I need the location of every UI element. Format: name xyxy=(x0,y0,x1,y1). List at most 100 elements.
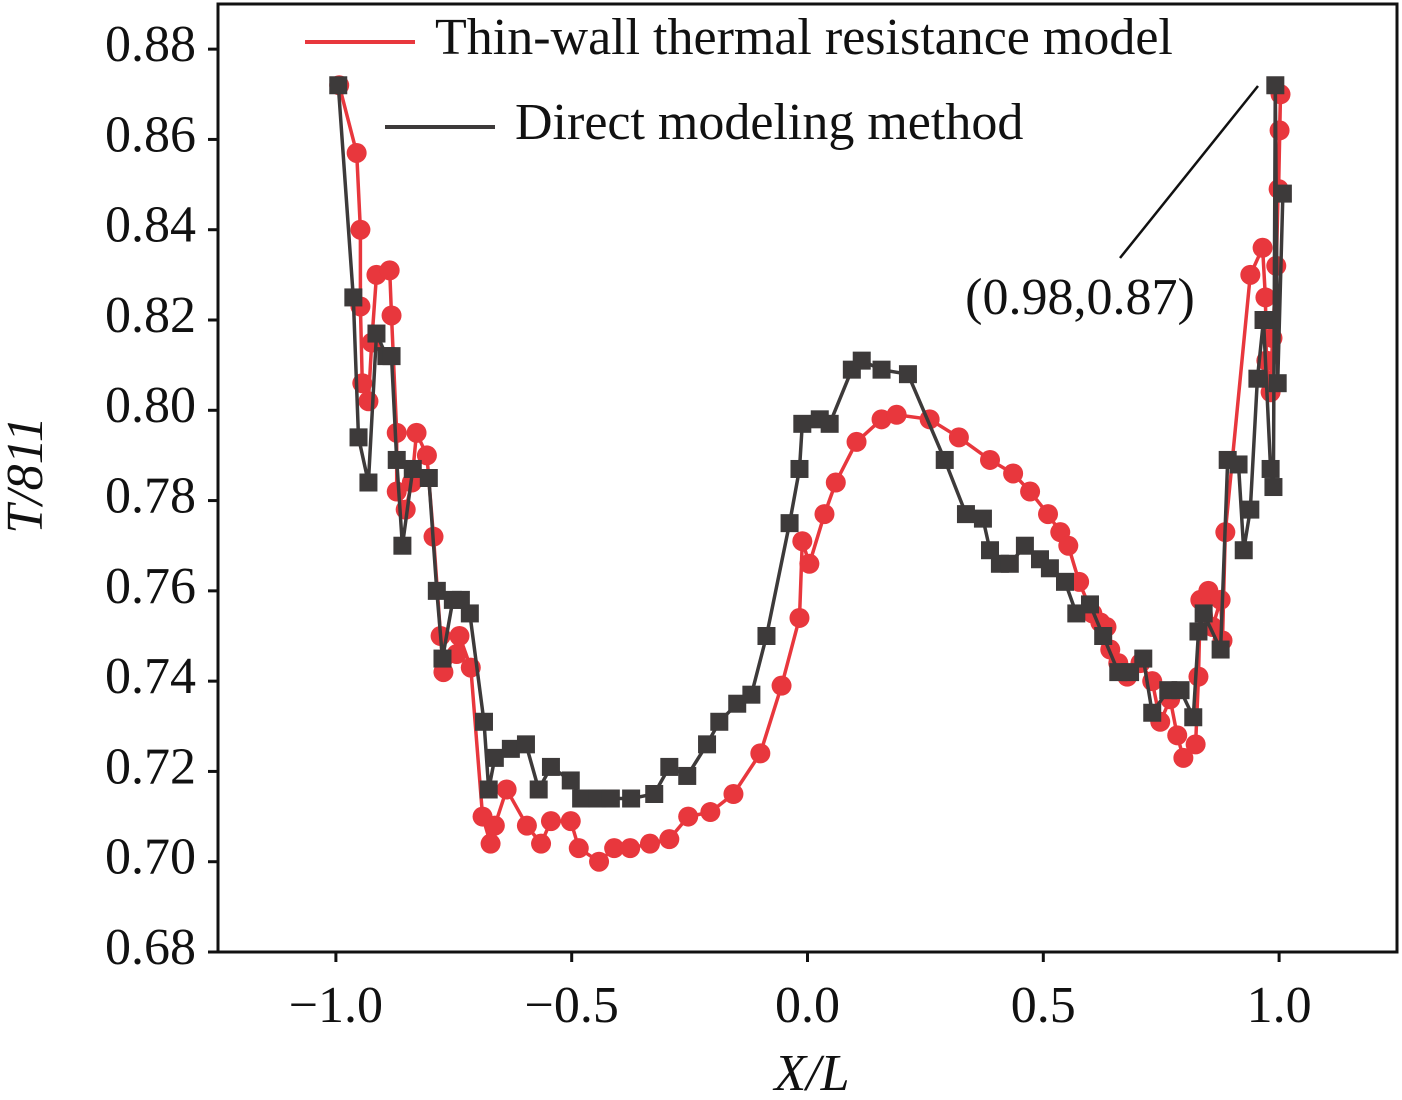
point xyxy=(1015,536,1034,555)
point xyxy=(1067,604,1086,623)
point xyxy=(449,626,470,646)
point xyxy=(771,675,792,696)
point xyxy=(568,838,589,859)
point xyxy=(1254,311,1273,329)
point xyxy=(898,365,917,384)
point xyxy=(427,581,446,600)
point xyxy=(1038,504,1059,525)
point xyxy=(1194,604,1213,623)
point xyxy=(1273,184,1292,203)
point xyxy=(367,324,386,343)
point xyxy=(474,712,493,731)
point xyxy=(1269,120,1290,141)
point xyxy=(871,409,892,430)
point xyxy=(981,541,1000,560)
point xyxy=(1167,725,1188,746)
point xyxy=(501,739,520,758)
point xyxy=(516,735,535,754)
point xyxy=(948,427,969,448)
point xyxy=(886,404,907,425)
point xyxy=(742,685,761,704)
point xyxy=(516,815,537,836)
point xyxy=(793,414,812,433)
point xyxy=(416,445,437,466)
x-axis-label: X/L xyxy=(772,1045,849,1100)
point xyxy=(1211,640,1230,659)
point xyxy=(349,428,368,447)
point xyxy=(956,505,975,524)
y-tick-label: 0.68 xyxy=(105,919,196,976)
point xyxy=(757,627,776,645)
point xyxy=(588,789,607,808)
point xyxy=(1171,681,1190,700)
point xyxy=(1173,747,1194,768)
point xyxy=(1241,500,1260,519)
point xyxy=(723,784,744,804)
y-tick-label: 0.86 xyxy=(105,106,196,163)
point xyxy=(381,305,402,326)
point xyxy=(639,833,660,854)
x-tick-label: −1.0 xyxy=(289,977,383,1034)
point xyxy=(1185,734,1206,755)
point xyxy=(792,531,813,552)
point xyxy=(446,644,467,665)
point xyxy=(1240,264,1261,285)
point xyxy=(852,351,871,370)
point xyxy=(1210,589,1231,610)
point xyxy=(790,459,809,478)
series-line xyxy=(337,84,1283,864)
point xyxy=(358,391,379,412)
point xyxy=(789,607,810,628)
point xyxy=(1055,572,1074,591)
y-axis-label: T/811 xyxy=(0,416,54,534)
point xyxy=(1094,627,1113,645)
point xyxy=(935,450,954,469)
point xyxy=(480,833,501,854)
point xyxy=(485,748,504,767)
point xyxy=(344,288,363,307)
point xyxy=(698,735,717,754)
point xyxy=(589,851,610,872)
point xyxy=(359,473,378,492)
x-tick-label: 1.0 xyxy=(1247,977,1312,1034)
point xyxy=(1266,76,1285,95)
y-tick-label: 0.70 xyxy=(105,829,196,886)
annotation-leader xyxy=(1119,85,1259,259)
point xyxy=(529,780,548,799)
point xyxy=(700,802,721,823)
legend-label: Direct modeling method xyxy=(515,94,1023,151)
point xyxy=(387,450,406,469)
point xyxy=(561,771,580,790)
point xyxy=(433,649,452,668)
point xyxy=(1184,708,1203,727)
point xyxy=(622,789,641,808)
point xyxy=(750,743,771,764)
point xyxy=(403,459,422,478)
point xyxy=(1003,463,1024,484)
point xyxy=(386,481,407,502)
y-tick-label: 0.82 xyxy=(105,287,196,344)
point xyxy=(825,472,846,493)
point xyxy=(540,811,561,832)
point xyxy=(620,838,641,859)
point xyxy=(484,815,505,836)
series-line xyxy=(336,85,1285,801)
point xyxy=(1252,237,1273,258)
point xyxy=(382,347,401,366)
point xyxy=(406,422,427,443)
point xyxy=(346,142,367,163)
point xyxy=(393,536,412,555)
point xyxy=(350,219,371,240)
point xyxy=(604,838,625,859)
y-tick-label: 0.84 xyxy=(105,197,196,254)
point xyxy=(1188,666,1209,687)
point xyxy=(1069,571,1090,592)
point xyxy=(419,469,438,487)
point xyxy=(560,811,581,832)
point xyxy=(1134,649,1153,668)
point xyxy=(379,260,400,281)
point xyxy=(601,789,620,808)
point xyxy=(780,514,799,533)
legend-label: Thin-wall thermal resistance model xyxy=(435,9,1173,66)
